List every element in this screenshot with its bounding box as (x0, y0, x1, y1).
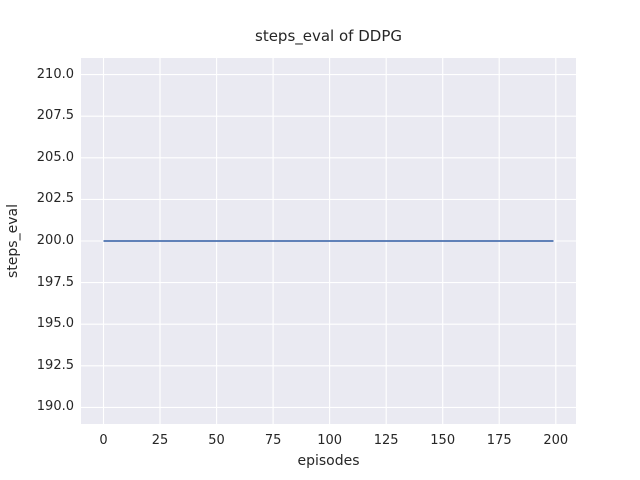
x-tick-label: 200 (543, 433, 569, 448)
x-tick-label: 100 (317, 433, 343, 448)
x-tick-label: 25 (151, 433, 169, 448)
y-tick-label: 207.5 (36, 108, 74, 124)
x-tick-label: 0 (99, 433, 108, 448)
y-tick-label: 190.0 (36, 399, 74, 415)
y-tick-label: 202.5 (36, 191, 74, 207)
x-axis-label: episodes (297, 453, 360, 469)
x-tick-label: 150 (430, 433, 456, 448)
y-tick-label: 197.5 (36, 274, 74, 290)
y-tick-label: 200.0 (36, 233, 74, 248)
y-axis-label: steps_eval (5, 204, 21, 278)
x-tick-label: 75 (264, 433, 282, 448)
line-chart-canvas (81, 58, 576, 424)
y-tick-label: 210.0 (36, 66, 74, 82)
x-tick-label: 50 (208, 433, 225, 448)
y-tick-label: 205.0 (36, 149, 74, 165)
y-tick-label: 192.5 (36, 357, 74, 373)
y-tick-label: 195.0 (36, 316, 74, 332)
plot-area (81, 58, 576, 424)
x-tick-label: 125 (373, 433, 399, 448)
x-tick-label: 175 (486, 433, 512, 448)
chart-title: steps_eval of DDPG (255, 27, 402, 45)
